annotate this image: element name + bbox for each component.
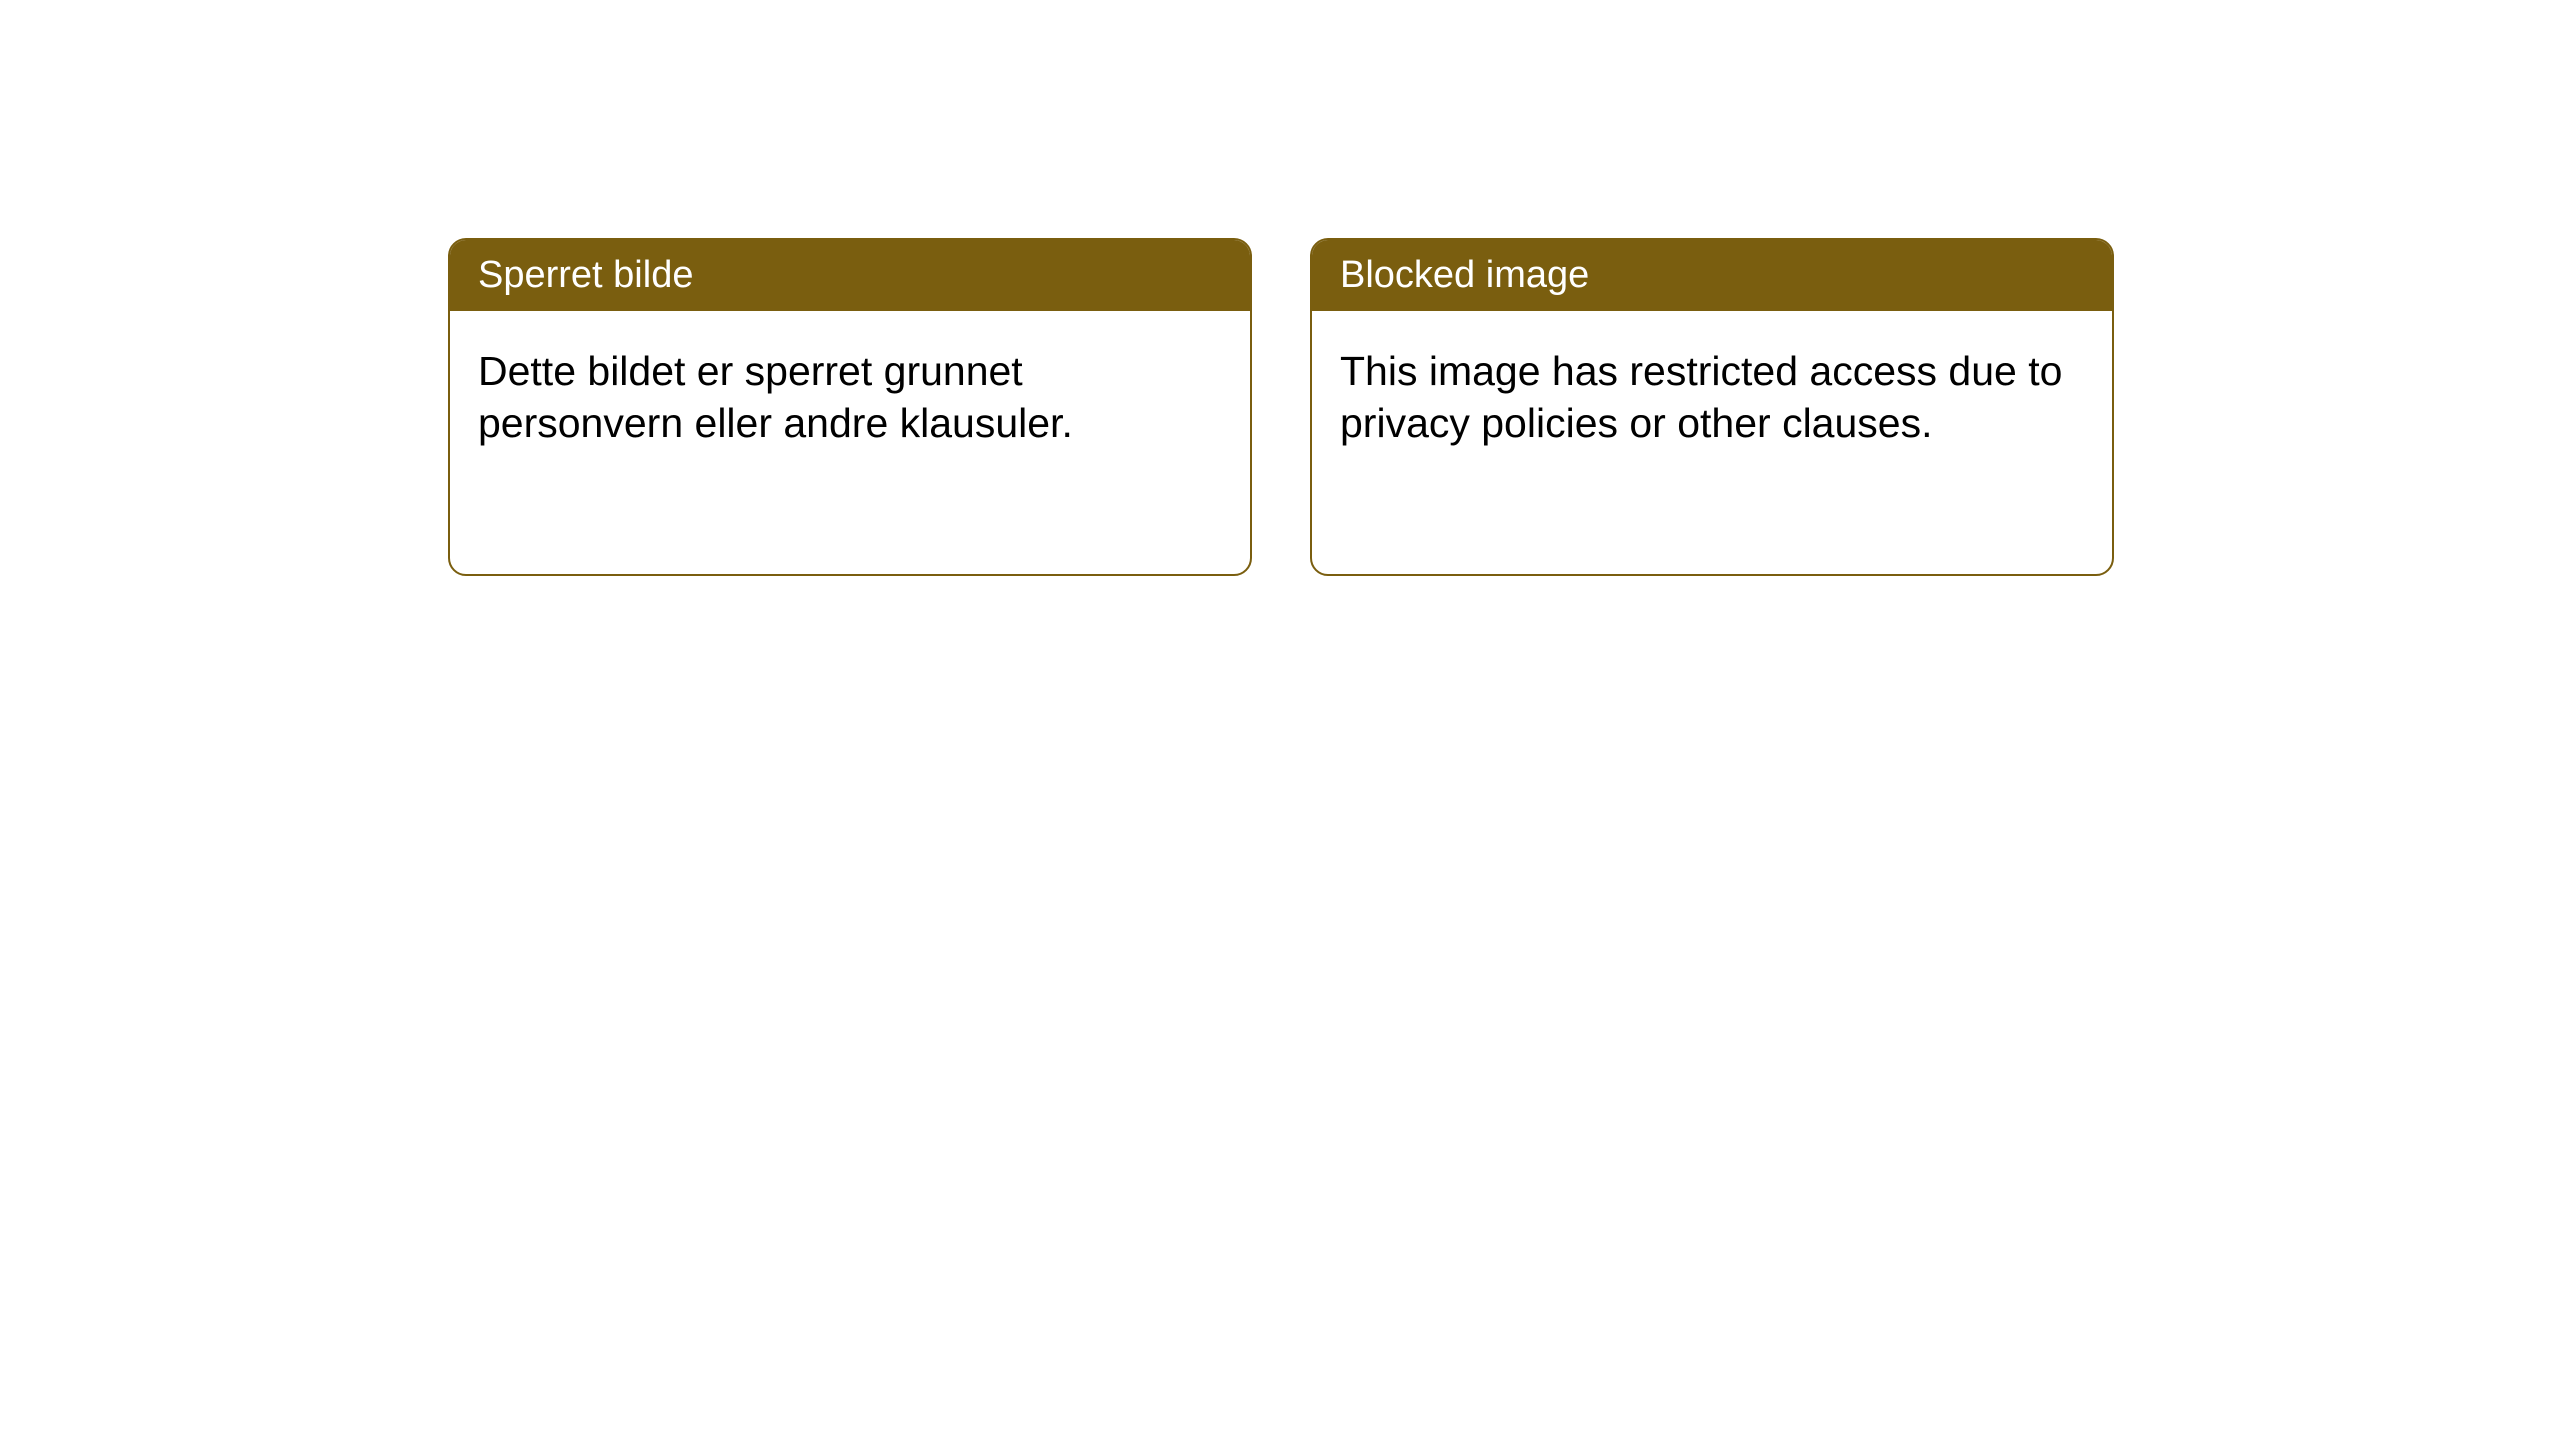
notice-card-english: Blocked image This image has restricted … — [1310, 238, 2114, 576]
notice-card-norwegian: Sperret bilde Dette bildet er sperret gr… — [448, 238, 1252, 576]
notice-body: Dette bildet er sperret grunnet personve… — [450, 311, 1250, 484]
notice-title: Blocked image — [1312, 240, 2112, 311]
notice-container: Sperret bilde Dette bildet er sperret gr… — [448, 238, 2114, 576]
notice-body: This image has restricted access due to … — [1312, 311, 2112, 484]
notice-title: Sperret bilde — [450, 240, 1250, 311]
